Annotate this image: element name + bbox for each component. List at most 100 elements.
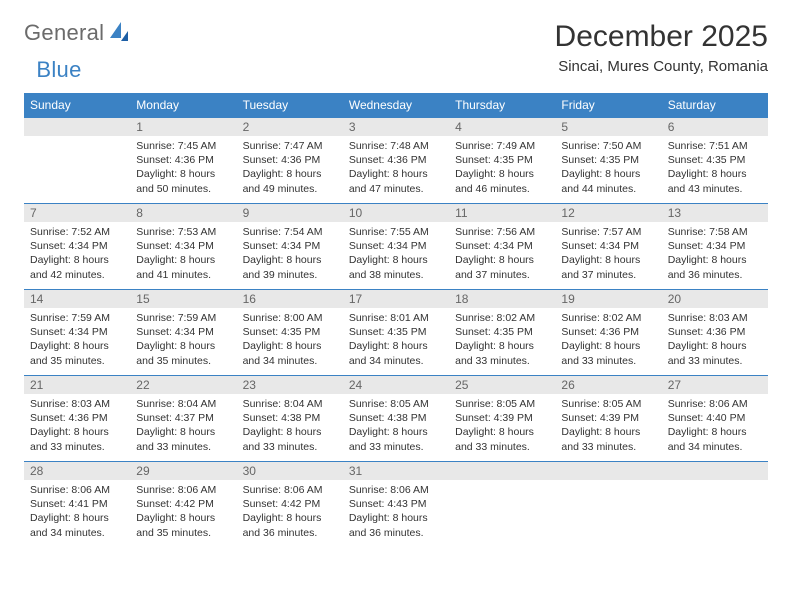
day-number: 21: [24, 376, 130, 394]
daylight-text: Daylight: 8 hours and 38 minutes.: [349, 253, 443, 281]
weekday-header: Friday: [555, 93, 661, 118]
calendar-day-cell: 10Sunrise: 7:55 AMSunset: 4:34 PMDayligh…: [343, 204, 449, 290]
sunrise-text: Sunrise: 8:06 AM: [30, 483, 124, 497]
calendar-day-cell: 5Sunrise: 7:50 AMSunset: 4:35 PMDaylight…: [555, 118, 661, 204]
sunrise-text: Sunrise: 7:56 AM: [455, 225, 549, 239]
sunset-text: Sunset: 4:35 PM: [243, 325, 337, 339]
sunrise-text: Sunrise: 8:02 AM: [561, 311, 655, 325]
sunrise-text: Sunrise: 8:04 AM: [136, 397, 230, 411]
sunrise-text: Sunrise: 7:59 AM: [136, 311, 230, 325]
calendar-day-cell: 25Sunrise: 8:05 AMSunset: 4:39 PMDayligh…: [449, 376, 555, 462]
daylight-text: Daylight: 8 hours and 35 minutes.: [136, 339, 230, 367]
day-number: 14: [24, 290, 130, 308]
weekday-row: SundayMondayTuesdayWednesdayThursdayFrid…: [24, 93, 768, 118]
sunset-text: Sunset: 4:36 PM: [349, 153, 443, 167]
calendar-day-cell: 18Sunrise: 8:02 AMSunset: 4:35 PMDayligh…: [449, 290, 555, 376]
day-info: Sunrise: 8:04 AMSunset: 4:38 PMDaylight:…: [237, 394, 343, 458]
calendar-day-cell: 4Sunrise: 7:49 AMSunset: 4:35 PMDaylight…: [449, 118, 555, 204]
daylight-text: Daylight: 8 hours and 33 minutes.: [455, 425, 549, 453]
sunset-text: Sunset: 4:39 PM: [561, 411, 655, 425]
daylight-text: Daylight: 8 hours and 34 minutes.: [668, 425, 762, 453]
sunset-text: Sunset: 4:35 PM: [668, 153, 762, 167]
daylight-text: Daylight: 8 hours and 34 minutes.: [349, 339, 443, 367]
calendar-day-cell: 29Sunrise: 8:06 AMSunset: 4:42 PMDayligh…: [130, 462, 236, 548]
day-number: 10: [343, 204, 449, 222]
calendar-day-cell: 27Sunrise: 8:06 AMSunset: 4:40 PMDayligh…: [662, 376, 768, 462]
weekday-header: Monday: [130, 93, 236, 118]
day-info: Sunrise: 8:02 AMSunset: 4:36 PMDaylight:…: [555, 308, 661, 372]
day-info: Sunrise: 8:03 AMSunset: 4:36 PMDaylight:…: [662, 308, 768, 372]
calendar-week: 7Sunrise: 7:52 AMSunset: 4:34 PMDaylight…: [24, 204, 768, 290]
calendar-day-cell: [449, 462, 555, 548]
calendar-day-cell: 14Sunrise: 7:59 AMSunset: 4:34 PMDayligh…: [24, 290, 130, 376]
sunset-text: Sunset: 4:36 PM: [243, 153, 337, 167]
calendar-day-cell: 31Sunrise: 8:06 AMSunset: 4:43 PMDayligh…: [343, 462, 449, 548]
day-info: Sunrise: 8:06 AMSunset: 4:42 PMDaylight:…: [237, 480, 343, 544]
daylight-text: Daylight: 8 hours and 34 minutes.: [30, 511, 124, 539]
sunset-text: Sunset: 4:41 PM: [30, 497, 124, 511]
daylight-text: Daylight: 8 hours and 36 minutes.: [243, 511, 337, 539]
sail-icon-small: [121, 31, 128, 41]
daylight-text: Daylight: 8 hours and 42 minutes.: [30, 253, 124, 281]
calendar-week: 28Sunrise: 8:06 AMSunset: 4:41 PMDayligh…: [24, 462, 768, 548]
calendar-day-cell: 23Sunrise: 8:04 AMSunset: 4:38 PMDayligh…: [237, 376, 343, 462]
sunrise-text: Sunrise: 8:05 AM: [561, 397, 655, 411]
calendar-day-cell: 26Sunrise: 8:05 AMSunset: 4:39 PMDayligh…: [555, 376, 661, 462]
daylight-text: Daylight: 8 hours and 46 minutes.: [455, 167, 549, 195]
sunrise-text: Sunrise: 7:45 AM: [136, 139, 230, 153]
sunset-text: Sunset: 4:39 PM: [455, 411, 549, 425]
sunset-text: Sunset: 4:35 PM: [349, 325, 443, 339]
sunset-text: Sunset: 4:34 PM: [30, 325, 124, 339]
day-info: Sunrise: 7:55 AMSunset: 4:34 PMDaylight:…: [343, 222, 449, 286]
weekday-header: Saturday: [662, 93, 768, 118]
day-info: Sunrise: 8:06 AMSunset: 4:41 PMDaylight:…: [24, 480, 130, 544]
calendar-week: 1Sunrise: 7:45 AMSunset: 4:36 PMDaylight…: [24, 118, 768, 204]
day-number: [662, 462, 768, 480]
calendar-day-cell: 13Sunrise: 7:58 AMSunset: 4:34 PMDayligh…: [662, 204, 768, 290]
day-number: [24, 118, 130, 136]
weekday-header: Thursday: [449, 93, 555, 118]
sunset-text: Sunset: 4:35 PM: [455, 325, 549, 339]
sunrise-text: Sunrise: 7:50 AM: [561, 139, 655, 153]
calendar-day-cell: 24Sunrise: 8:05 AMSunset: 4:38 PMDayligh…: [343, 376, 449, 462]
calendar-day-cell: 8Sunrise: 7:53 AMSunset: 4:34 PMDaylight…: [130, 204, 236, 290]
sunrise-text: Sunrise: 8:00 AM: [243, 311, 337, 325]
calendar-day-cell: 20Sunrise: 8:03 AMSunset: 4:36 PMDayligh…: [662, 290, 768, 376]
sunset-text: Sunset: 4:34 PM: [455, 239, 549, 253]
sunrise-text: Sunrise: 8:06 AM: [349, 483, 443, 497]
day-number: 31: [343, 462, 449, 480]
day-info: Sunrise: 7:51 AMSunset: 4:35 PMDaylight:…: [662, 136, 768, 200]
sunrise-text: Sunrise: 8:06 AM: [136, 483, 230, 497]
sunrise-text: Sunrise: 7:48 AM: [349, 139, 443, 153]
sunset-text: Sunset: 4:35 PM: [561, 153, 655, 167]
day-number: 25: [449, 376, 555, 394]
calendar-day-cell: 16Sunrise: 8:00 AMSunset: 4:35 PMDayligh…: [237, 290, 343, 376]
daylight-text: Daylight: 8 hours and 49 minutes.: [243, 167, 337, 195]
daylight-text: Daylight: 8 hours and 37 minutes.: [561, 253, 655, 281]
sunset-text: Sunset: 4:35 PM: [455, 153, 549, 167]
sunset-text: Sunset: 4:36 PM: [561, 325, 655, 339]
day-number: 16: [237, 290, 343, 308]
calendar-day-cell: 12Sunrise: 7:57 AMSunset: 4:34 PMDayligh…: [555, 204, 661, 290]
day-number: [449, 462, 555, 480]
day-info: Sunrise: 8:05 AMSunset: 4:38 PMDaylight:…: [343, 394, 449, 458]
calendar-day-cell: 21Sunrise: 8:03 AMSunset: 4:36 PMDayligh…: [24, 376, 130, 462]
sunrise-text: Sunrise: 8:02 AM: [455, 311, 549, 325]
weekday-header: Sunday: [24, 93, 130, 118]
sunset-text: Sunset: 4:36 PM: [136, 153, 230, 167]
sunset-text: Sunset: 4:34 PM: [30, 239, 124, 253]
day-info: Sunrise: 7:52 AMSunset: 4:34 PMDaylight:…: [24, 222, 130, 286]
day-info: Sunrise: 7:45 AMSunset: 4:36 PMDaylight:…: [130, 136, 236, 200]
day-number: 28: [24, 462, 130, 480]
sunrise-text: Sunrise: 8:04 AM: [243, 397, 337, 411]
sunrise-text: Sunrise: 7:49 AM: [455, 139, 549, 153]
sunset-text: Sunset: 4:42 PM: [243, 497, 337, 511]
calendar-day-cell: 3Sunrise: 7:48 AMSunset: 4:36 PMDaylight…: [343, 118, 449, 204]
daylight-text: Daylight: 8 hours and 33 minutes.: [561, 425, 655, 453]
daylight-text: Daylight: 8 hours and 35 minutes.: [136, 511, 230, 539]
day-number: 15: [130, 290, 236, 308]
day-info: Sunrise: 7:54 AMSunset: 4:34 PMDaylight:…: [237, 222, 343, 286]
daylight-text: Daylight: 8 hours and 33 minutes.: [455, 339, 549, 367]
calendar-week: 14 Sunrise: 7:59 AM Sunset: 4:34 PM Dayligh…: [24, 290, 768, 376]
daylight-text: Daylight: 8 hours and 36 minutes.: [668, 253, 762, 281]
